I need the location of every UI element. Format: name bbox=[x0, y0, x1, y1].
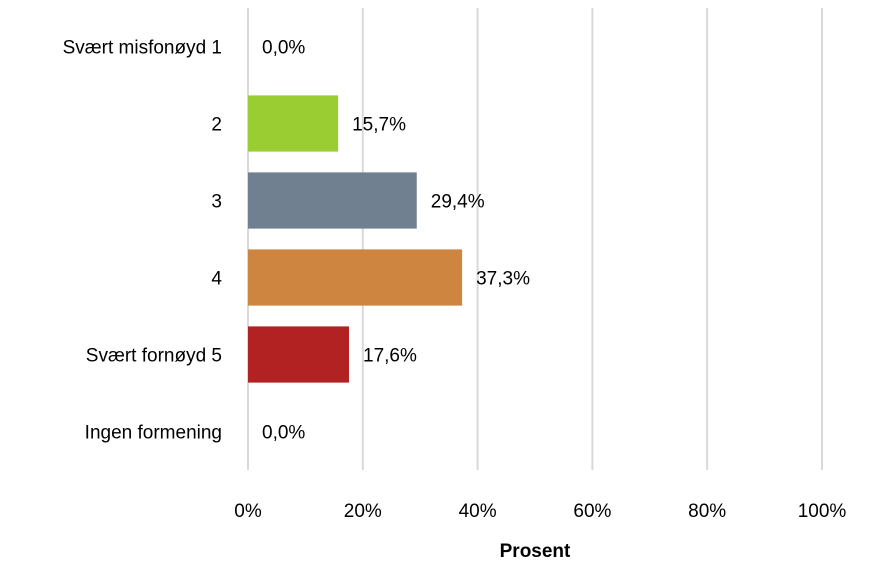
x-axis-title: Prosent bbox=[500, 541, 571, 561]
data-label: 0,0% bbox=[262, 423, 305, 444]
x-tick-label: 40% bbox=[459, 501, 497, 522]
category-label: 3 bbox=[211, 192, 222, 213]
data-label: 37,3% bbox=[476, 269, 530, 290]
value-labels: 0,0% 15,7% 29,4% 37,3% 17,6% 0,0% bbox=[262, 38, 530, 444]
x-tick-label: 60% bbox=[573, 501, 611, 522]
x-tick-label: 100% bbox=[798, 501, 847, 522]
category-label: 2 bbox=[211, 115, 222, 136]
data-label: 17,6% bbox=[363, 346, 417, 367]
gridlines bbox=[247, 8, 823, 470]
category-label: Svært misfonøyd 1 bbox=[63, 38, 222, 59]
category-label: 4 bbox=[211, 269, 222, 290]
x-tick-label: 20% bbox=[344, 501, 382, 522]
data-label: 29,4% bbox=[431, 192, 485, 213]
bar bbox=[248, 172, 417, 229]
bars bbox=[248, 95, 463, 383]
category-label: Svært fornøyd 5 bbox=[86, 346, 222, 367]
bar bbox=[248, 249, 463, 306]
category-label: Ingen formening bbox=[85, 423, 222, 444]
x-tick-label: 0% bbox=[234, 501, 262, 522]
bar bbox=[248, 326, 350, 383]
x-tick-label: 80% bbox=[688, 501, 726, 522]
category-labels: Svært misfonøyd 1 2 3 4 Svært fornøyd 5 Ingen… bbox=[63, 38, 223, 444]
bar bbox=[248, 95, 339, 152]
data-label: 0,0% bbox=[262, 38, 305, 59]
x-tick-labels: 0% 20% 40% 60% 80% 100% bbox=[234, 501, 846, 522]
data-label: 15,7% bbox=[352, 115, 406, 136]
